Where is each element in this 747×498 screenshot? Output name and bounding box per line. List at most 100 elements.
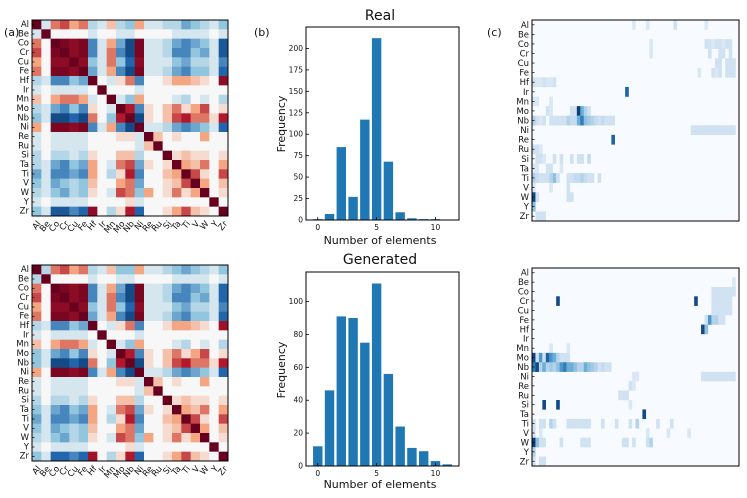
heatmap-cell: [69, 330, 79, 340]
heatmap-cell: [200, 48, 210, 58]
heatmap-cell: [50, 113, 61, 123]
heatmap-cell: [190, 395, 201, 406]
heatmap-cell: [69, 339, 79, 350]
heatmap-cell: [88, 283, 98, 294]
map-cell: [649, 48, 653, 59]
heatmap-cell: [32, 293, 42, 303]
map-cell: [597, 173, 602, 183]
map-cell: [632, 371, 636, 382]
heatmap-cell: [88, 206, 98, 217]
map-cell: [538, 144, 543, 155]
heatmap-cell: [50, 38, 61, 49]
heatmap-cell: [41, 104, 51, 114]
heatmap-cell: [60, 150, 70, 161]
x-tick-label: 5: [374, 469, 379, 478]
heatmap-cell: [32, 321, 42, 331]
heatmap-cell: [41, 85, 51, 95]
heatmap-cell: [106, 265, 117, 275]
map-cell: [535, 192, 540, 203]
heatmap-cell: [181, 141, 191, 151]
heatmap-cell: [125, 433, 135, 443]
heatmap-cell: [181, 451, 191, 462]
heatmap-cell: [153, 178, 163, 189]
map-cell: [569, 192, 574, 203]
heatmap-cell: [200, 169, 210, 179]
map-cell: [721, 39, 726, 49]
row-label: W: [21, 188, 30, 198]
heatmap-cell: [153, 48, 163, 58]
heatmap-cell: [60, 451, 70, 462]
map-cell: [701, 371, 705, 382]
heatmap-cell: [200, 104, 210, 114]
heatmap-cell: [153, 302, 163, 312]
row-label: Si: [21, 396, 29, 406]
heatmap-cell: [144, 48, 154, 58]
heatmap-cell: [162, 377, 173, 387]
map-cell: [725, 371, 729, 382]
heatmap-cell: [209, 66, 219, 77]
heatmap-cell: [88, 339, 98, 350]
heatmap-cell: [144, 94, 154, 105]
heatmap-cell: [218, 132, 229, 142]
heatmap-cell: [153, 132, 163, 142]
heatmap-cell: [41, 423, 51, 434]
map-cell: [632, 20, 636, 30]
heatmap-cell: [181, 302, 191, 312]
heatmap-cell: [97, 358, 107, 368]
heatmap-cell: [134, 395, 145, 406]
row-label: Fe: [19, 67, 29, 77]
heatmap-cell: [172, 160, 182, 170]
heatmap-cell: [172, 358, 182, 368]
heatmap-cell: [78, 48, 89, 58]
heatmap-cell: [69, 150, 79, 161]
heatmap-cell: [144, 367, 154, 378]
row-label: Si: [521, 155, 529, 165]
heatmap-cell: [69, 367, 79, 378]
heatmap-cell: [153, 20, 163, 30]
heatmap-cell: [181, 38, 191, 49]
heatmap-cell: [106, 358, 117, 368]
heatmap-cell: [88, 178, 98, 189]
heatmap-cell: [162, 29, 173, 39]
map-cell: [580, 106, 584, 116]
heatmap-cell: [134, 386, 145, 396]
heatmap-cell: [153, 433, 163, 443]
heatmap-cell: [116, 367, 126, 378]
heatmap-cell: [106, 302, 117, 312]
heatmap-cell: [181, 48, 191, 58]
map-cell: [725, 58, 729, 69]
map-cell: [728, 286, 733, 297]
heatmap-cell: [172, 377, 182, 387]
heatmap-cell: [97, 442, 107, 452]
heatmap-cell: [69, 283, 79, 294]
heatmap-cell: [88, 293, 98, 303]
heatmap-cell: [116, 358, 126, 368]
map-cell: [649, 39, 653, 49]
heatmap-cell: [50, 76, 61, 86]
map-cell: [721, 286, 726, 297]
heatmap-cell: [153, 293, 163, 303]
heatmap-cell: [153, 283, 163, 294]
heatmap-cell: [41, 358, 51, 368]
heatmap-cell: [153, 57, 163, 67]
heatmap-cell: [162, 274, 173, 284]
row-label: Fe: [519, 69, 529, 79]
map-cell: [549, 352, 553, 363]
row-label: Re: [18, 132, 29, 142]
map-cell: [587, 437, 591, 448]
heatmap-cell: [125, 160, 135, 170]
heatmap-cell: [88, 66, 98, 77]
heatmap-cell: [172, 206, 182, 217]
heatmap-cell: [116, 302, 126, 312]
y-tick-label: 125: [289, 108, 304, 117]
heatmap-cell: [41, 76, 51, 86]
heatmap-cell: [181, 283, 191, 294]
heatmap-cell: [190, 321, 201, 331]
heatmap-cell: [60, 330, 70, 340]
map-cell: [728, 125, 733, 136]
map-cell: [573, 362, 578, 372]
map-cell: [580, 154, 584, 164]
map-cell: [556, 362, 560, 372]
heatmap-cell: [116, 386, 126, 396]
heatmap-cell: [144, 188, 154, 198]
